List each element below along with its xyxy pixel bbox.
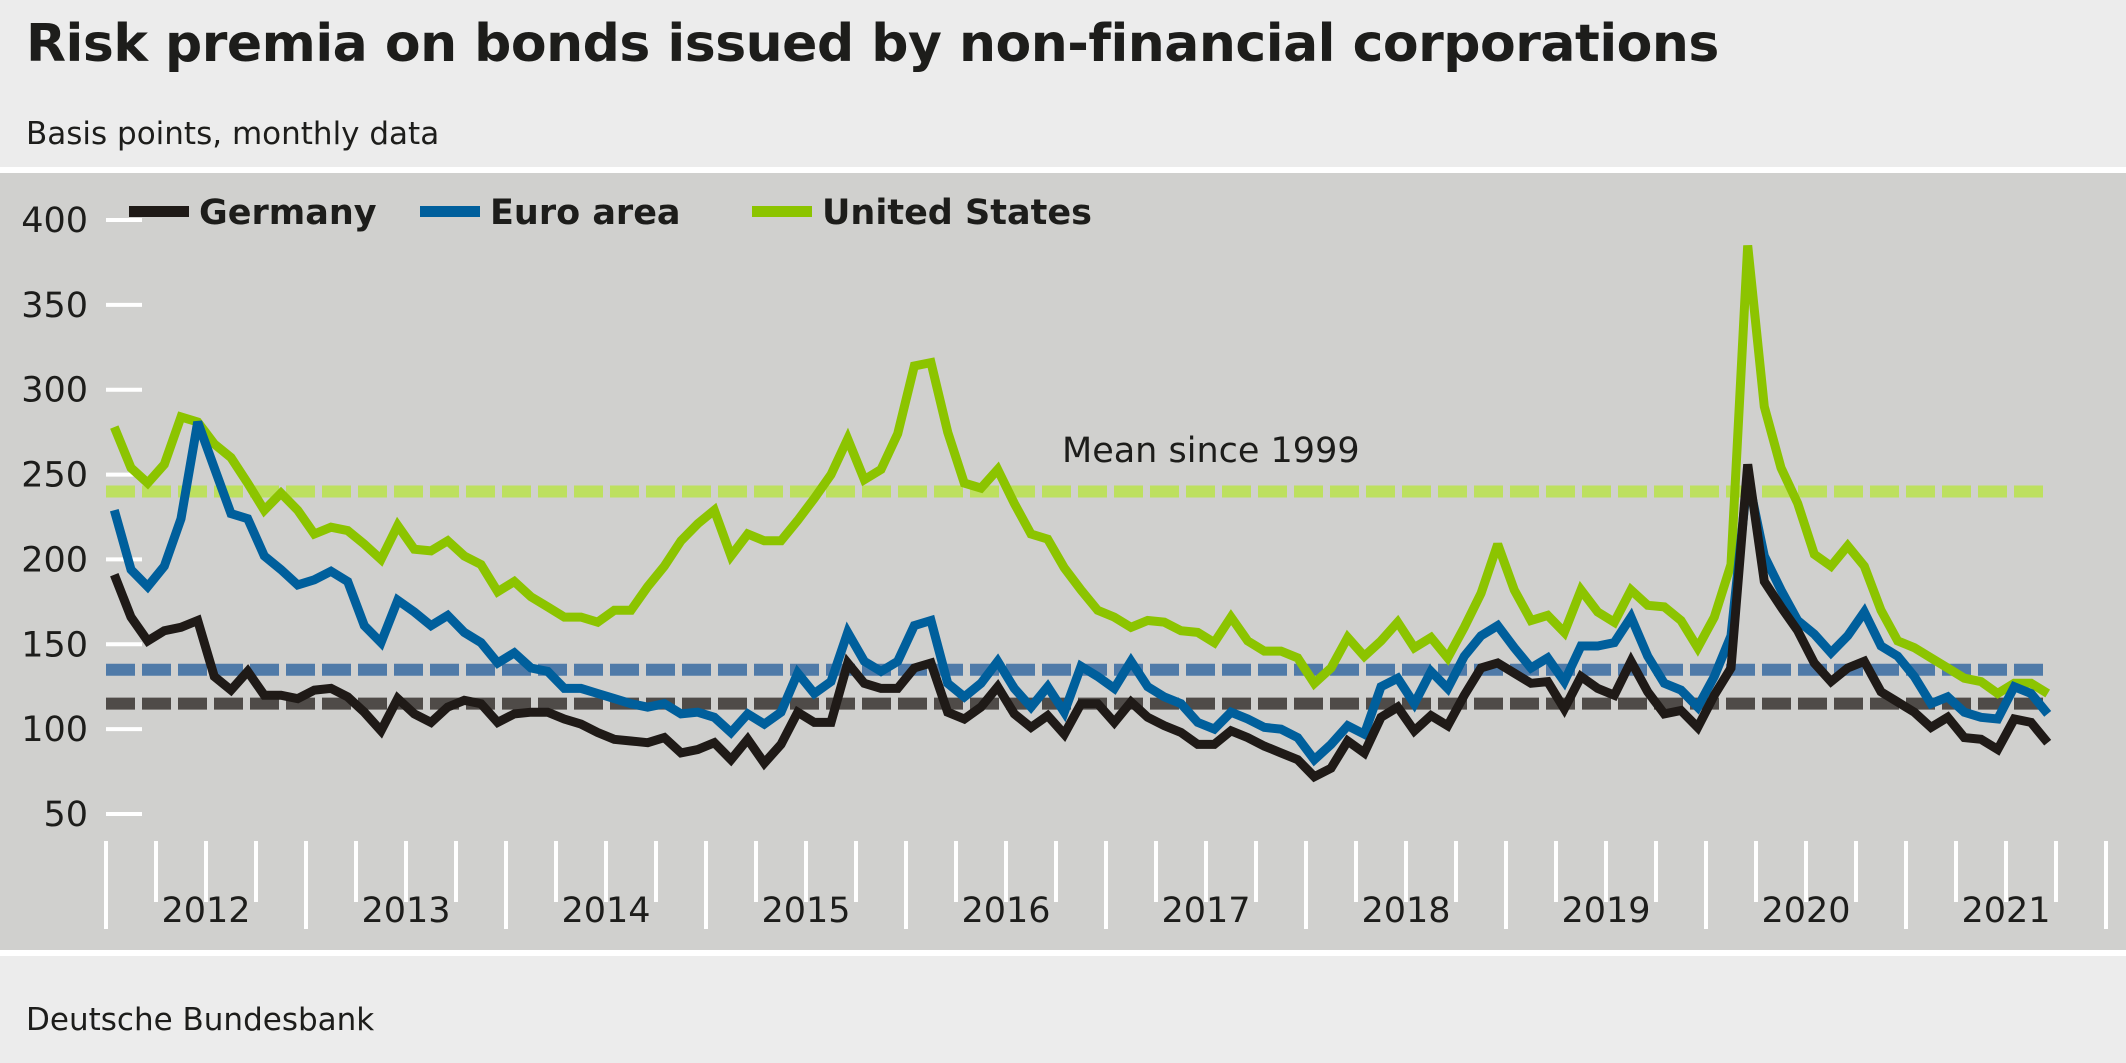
legend-swatch bbox=[420, 206, 480, 217]
y-axis: 50 100 150 200 250 300 350 400 bbox=[21, 201, 142, 835]
x-axis: 2012 2013 2014 2015 2016 2017 2018 2019 2020 2021 bbox=[104, 841, 2108, 931]
bottom-divider bbox=[0, 950, 2126, 956]
x-tick-label: 2014 bbox=[561, 891, 650, 931]
x-tick-label: 2019 bbox=[1561, 891, 1650, 931]
x-tick-label: 2016 bbox=[961, 891, 1050, 931]
series-line-euro-area bbox=[109, 420, 2052, 767]
source-label: Deutsche Bundesbank bbox=[26, 1002, 375, 1038]
page-subtitle: Basis points, monthly data bbox=[26, 116, 440, 152]
series-line-germany bbox=[110, 463, 2052, 783]
y-tick-label: 50 bbox=[43, 795, 88, 835]
series-line-united-states bbox=[110, 245, 2051, 699]
y-tick-label: 400 bbox=[21, 201, 88, 241]
y-tick-label: 350 bbox=[21, 286, 88, 326]
x-tick-label: 2018 bbox=[1361, 891, 1450, 931]
legend-swatch bbox=[129, 206, 189, 217]
x-tick-label: 2021 bbox=[1961, 891, 2050, 931]
page-title: Risk premia on bonds issued by non-finan… bbox=[26, 14, 1719, 74]
legend-label: Euro area bbox=[490, 193, 681, 233]
legend: Germany Euro area United States bbox=[129, 193, 1092, 233]
y-tick-label: 250 bbox=[21, 456, 88, 496]
y-tick-label: 200 bbox=[21, 540, 88, 580]
x-tick-label: 2015 bbox=[761, 891, 850, 931]
y-tick-label: 150 bbox=[21, 625, 88, 665]
legend-label: Germany bbox=[199, 193, 377, 233]
x-tick-label: 2012 bbox=[161, 891, 250, 931]
top-divider bbox=[0, 167, 2126, 173]
y-tick-label: 300 bbox=[21, 371, 88, 411]
x-tick-label: 2013 bbox=[361, 891, 450, 931]
y-tick-label: 100 bbox=[21, 710, 88, 750]
mean-annotation: Mean since 1999 bbox=[1062, 431, 1360, 471]
series-lines bbox=[109, 245, 2052, 783]
x-tick-label: 2017 bbox=[1161, 891, 1250, 931]
legend-swatch bbox=[752, 206, 812, 217]
x-tick-label: 2020 bbox=[1761, 891, 1850, 931]
legend-label: United States bbox=[822, 193, 1092, 233]
